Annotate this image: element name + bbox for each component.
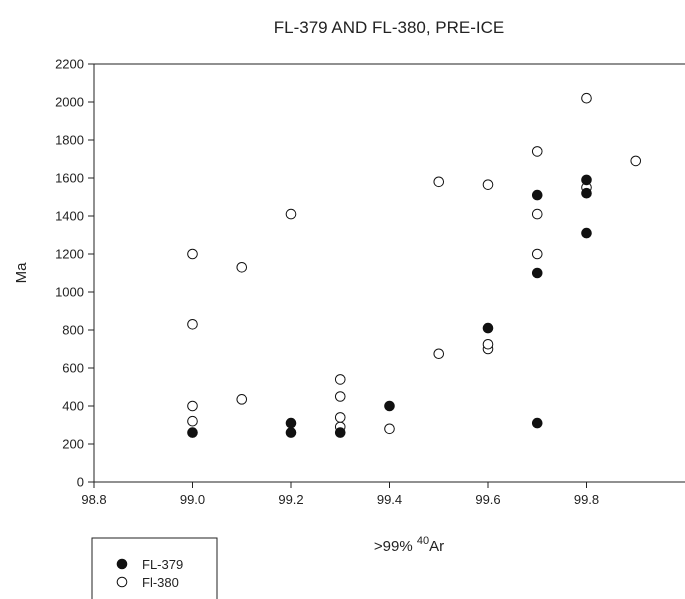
y-tick-label: 600 (62, 361, 84, 376)
point-fl-380 (236, 262, 248, 273)
point-fl-380 (285, 208, 297, 220)
x-tick-label: 99.4 (377, 492, 402, 507)
y-tick-label: 0 (77, 475, 84, 490)
data-points (187, 92, 642, 438)
point-fl-379 (531, 189, 543, 201)
x-axis-label-superscript: 40 (417, 535, 429, 547)
y-tick-label: 400 (62, 399, 84, 414)
point-fl-379 (187, 427, 198, 438)
y-tick-label: 2000 (55, 95, 84, 110)
x-axis: 98.8 99.0 99.2 99.4 99.6 99.8 (81, 481, 685, 507)
legend-label-fl-380: Fl-380 (142, 575, 179, 590)
point-fl-380 (236, 394, 248, 405)
y-axis: 0 200 400 600 800 1000 1200 1400 1600 1800 2000 220… (55, 57, 95, 490)
y-tick-label: 1000 (55, 285, 84, 300)
point-fl-380 (187, 248, 198, 260)
point-fl-379 (482, 322, 494, 334)
chart-title: FL-379 AND FL-380, PRE-ICE (274, 18, 505, 37)
point-fl-380 (187, 400, 198, 412)
legend-label-fl-379: FL-379 (142, 557, 183, 572)
point-fl-380 (531, 146, 543, 157)
point-fl-380 (187, 319, 198, 330)
point-fl-380 (581, 92, 592, 104)
x-tick-label: 99.0 (180, 492, 205, 507)
y-tick-label: 1400 (55, 209, 84, 224)
y-tick-label: 800 (62, 323, 84, 338)
y-tick-label: 1200 (55, 247, 84, 262)
point-fl-380 (334, 391, 346, 402)
x-axis-label-suffix: Ar (429, 538, 444, 555)
point-fl-380 (433, 176, 445, 188)
y-tick-label: 1800 (55, 133, 84, 148)
point-fl-380 (531, 248, 543, 260)
x-tick-label: 99.6 (475, 492, 500, 507)
point-fl-379 (581, 174, 592, 186)
x-tick-label: 98.8 (81, 492, 106, 507)
point-fl-379 (531, 417, 543, 429)
y-tick-label: 2200 (55, 57, 84, 72)
y-tick-label: 1600 (55, 171, 84, 186)
point-fl-379 (285, 427, 297, 438)
point-fl-380 (482, 179, 494, 190)
x-axis-label: >99% 40Ar (374, 535, 444, 555)
point-fl-379 (285, 417, 297, 429)
legend-marker-fl-380 (116, 576, 128, 588)
point-fl-379 (581, 227, 592, 239)
point-fl-379 (581, 187, 592, 199)
point-fl-380 (433, 348, 445, 360)
x-axis-label-prefix: >99% (374, 538, 417, 555)
point-fl-379 (531, 267, 543, 279)
y-tick-label: 200 (62, 437, 84, 452)
legend-marker-fl-379 (116, 558, 128, 570)
point-fl-379 (384, 400, 395, 412)
legend: FL-379 Fl-380 (91, 537, 218, 599)
point-fl-380 (384, 423, 395, 435)
point-fl-380 (482, 338, 494, 350)
y-axis-label: Ma (13, 262, 30, 283)
point-fl-379 (334, 427, 346, 438)
point-fl-380 (334, 374, 346, 385)
x-tick-label: 99.8 (574, 492, 599, 507)
point-fl-380 (630, 155, 642, 167)
x-tick-label: 99.2 (278, 492, 303, 507)
legend-box (91, 537, 218, 599)
point-fl-380 (334, 412, 346, 423)
point-fl-380 (187, 415, 198, 427)
point-fl-380 (531, 208, 543, 220)
